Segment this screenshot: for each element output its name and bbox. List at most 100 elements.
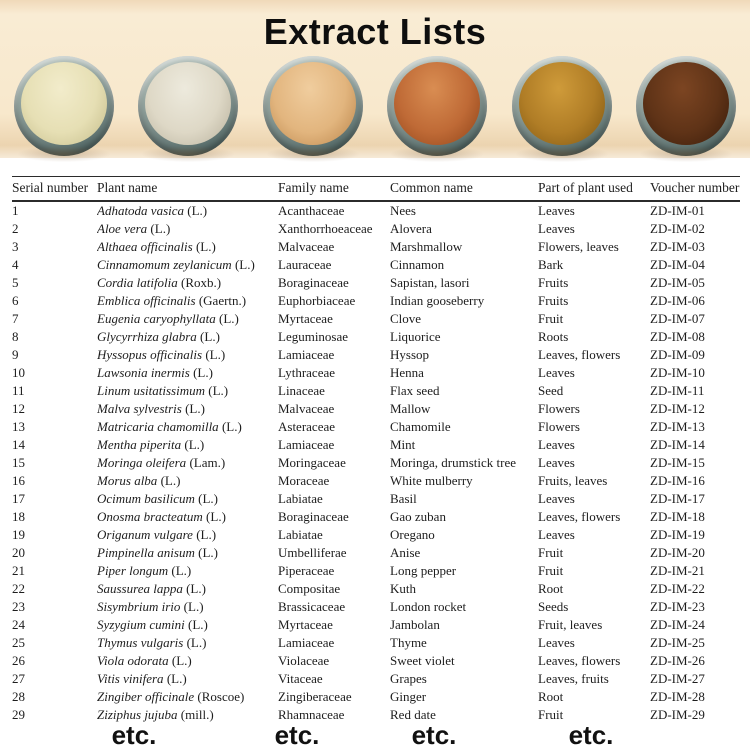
cell-part: Fruit xyxy=(538,311,564,326)
cell-common: Basil xyxy=(390,491,417,506)
cell-common: Moringa, drumstick tree xyxy=(390,455,516,470)
cell-serial: 24 xyxy=(12,617,25,632)
cell-common: Flax seed xyxy=(390,383,440,398)
cell-serial: 17 xyxy=(12,491,25,506)
col-family-name: Family name xyxy=(278,176,390,202)
table-row: 13 Matricaria chamomilla (L.) Asteraceae Ch… xyxy=(12,418,740,436)
cell-plant: Morus alba (L.) xyxy=(97,473,181,488)
cell-family: Malvaceae xyxy=(278,239,335,254)
cell-family: Asteraceae xyxy=(278,419,336,434)
cell-plant: Malva sylvestris (L.) xyxy=(97,401,205,416)
cell-part: Fruit xyxy=(538,563,564,578)
cell-serial: 23 xyxy=(12,599,25,614)
cell-common: Indian gooseberry xyxy=(390,293,485,308)
cell-voucher: ZD-IM-03 xyxy=(650,239,705,254)
table-row: 3 Althaea officinalis (L.) Malvaceae Marshm… xyxy=(12,238,740,256)
cell-serial: 19 xyxy=(12,527,25,542)
table-row: 21 Piper longum (L.) Piperaceae Long pepper… xyxy=(12,562,740,580)
cell-common: Clove xyxy=(390,311,422,326)
cell-family: Boraginaceae xyxy=(278,275,349,290)
cell-family: Euphorbiaceae xyxy=(278,293,356,308)
cell-plant: Pimpinella anisum (L.) xyxy=(97,545,218,560)
cell-common: Anise xyxy=(390,545,421,560)
cell-part: Leaves xyxy=(538,635,575,650)
cell-voucher: ZD-IM-02 xyxy=(650,221,705,236)
col-part-of-plant: Part of plant used xyxy=(538,176,650,202)
table-row: 26 Viola odorata (L.) Violaceae Sweet viole… xyxy=(12,652,740,670)
cell-serial: 8 xyxy=(12,329,19,344)
cell-family: Lamiaceae xyxy=(278,437,335,452)
cell-plant: Hyssopus officinalis (L.) xyxy=(97,347,226,362)
cell-serial: 4 xyxy=(12,257,19,272)
cell-voucher: ZD-IM-21 xyxy=(650,563,705,578)
cell-family: Lamiaceae xyxy=(278,635,335,650)
rust-orange-powder xyxy=(394,62,481,145)
cell-part: Fruit xyxy=(538,707,564,722)
cell-voucher: ZD-IM-04 xyxy=(650,257,705,272)
cell-family: Lauraceae xyxy=(278,257,332,272)
cell-serial: 28 xyxy=(12,689,25,704)
cell-plant: Cordia latifolia (Roxb.) xyxy=(97,275,222,290)
cell-common: Oregano xyxy=(390,527,435,542)
cell-voucher: ZD-IM-26 xyxy=(650,653,705,668)
cell-family: Malvaceae xyxy=(278,401,335,416)
cell-voucher: ZD-IM-15 xyxy=(650,455,705,470)
pale-cream-powder xyxy=(21,62,107,145)
cell-common: Chamomile xyxy=(390,419,451,434)
cell-serial: 1 xyxy=(12,203,19,218)
cell-part: Leaves xyxy=(538,365,575,380)
cell-common: London rocket xyxy=(390,599,467,614)
table-row: 20 Pimpinella anisum (L.) Umbelliferae Anis… xyxy=(12,544,740,562)
table-row: 23 Sisymbrium irio (L.) Brassicaceae London… xyxy=(12,598,740,616)
cell-plant: Emblica officinalis (Gaertn.) xyxy=(97,293,247,308)
powder-bowl-6 xyxy=(635,56,736,162)
cell-voucher: ZD-IM-19 xyxy=(650,527,705,542)
table-row: 4 Cinnamomum zeylanicum (L.) Lauraceae Cinn… xyxy=(12,256,740,274)
cell-family: Boraginaceae xyxy=(278,509,349,524)
cell-family: Leguminosae xyxy=(278,329,349,344)
cell-voucher: ZD-IM-27 xyxy=(650,671,705,686)
cell-voucher: ZD-IM-06 xyxy=(650,293,705,308)
col-voucher-number: Voucher number xyxy=(650,176,740,202)
cell-plant: Eugenia caryophyllata (L.) xyxy=(97,311,239,326)
cell-plant: Aloe vera (L.) xyxy=(97,221,171,236)
cell-voucher: ZD-IM-28 xyxy=(650,689,705,704)
cell-plant: Thymus vulgaris (L.) xyxy=(97,635,207,650)
cell-part: Roots xyxy=(538,329,569,344)
cell-part: Fruits xyxy=(538,293,569,308)
cell-plant: Mentha piperita (L.) xyxy=(97,437,205,452)
cell-family: Myrtaceae xyxy=(278,617,333,632)
cell-common: Red date xyxy=(390,707,436,722)
table-row: 9 Hyssopus officinalis (L.) Lamiaceae Hysso… xyxy=(12,346,740,364)
off-white-powder xyxy=(145,62,232,145)
cell-common: Nees xyxy=(390,203,416,218)
etc-label-4: etc. xyxy=(568,720,614,750)
table-row: 11 Linum usitatissimum (L.) Linaceae Flax s… xyxy=(12,382,740,400)
cell-family: Piperaceae xyxy=(278,563,335,578)
cell-serial: 6 xyxy=(12,293,19,308)
cell-family: Xanthorrhoeaceae xyxy=(278,221,373,236)
cell-family: Violaceae xyxy=(278,653,330,668)
cell-plant: Ziziphus jujuba (mill.) xyxy=(97,707,214,722)
cell-plant: Origanum vulgare (L.) xyxy=(97,527,217,542)
cell-family: Linaceae xyxy=(278,383,325,398)
header-banner: Extract Lists xyxy=(0,0,750,162)
cell-plant: Zingiber officinale (Roscoe) xyxy=(97,689,245,704)
table-row: 29 Ziziphus jujuba (mill.) Rhamnaceae Red d… xyxy=(12,706,740,724)
cell-voucher: ZD-IM-17 xyxy=(650,491,705,506)
cell-family: Moringaceae xyxy=(278,455,346,470)
etc-label-2: etc. xyxy=(274,720,320,750)
cell-common: Sweet violet xyxy=(390,653,455,668)
etc-label-1: etc. xyxy=(111,720,157,750)
table-row: 6 Emblica officinalis (Gaertn.) Euphorbiac… xyxy=(12,292,740,310)
powder-bowl-4 xyxy=(387,56,488,162)
cell-family: Moraceae xyxy=(278,473,330,488)
cell-part: Flowers, leaves xyxy=(538,239,619,254)
cell-common: Kuth xyxy=(390,581,416,596)
cell-voucher: ZD-IM-13 xyxy=(650,419,705,434)
cell-serial: 9 xyxy=(12,347,19,362)
cell-voucher: ZD-IM-23 xyxy=(650,599,705,614)
cell-voucher: ZD-IM-22 xyxy=(650,581,705,596)
cell-part: Fruit, leaves xyxy=(538,617,603,632)
cell-common: Sapistan, lasori xyxy=(390,275,470,290)
